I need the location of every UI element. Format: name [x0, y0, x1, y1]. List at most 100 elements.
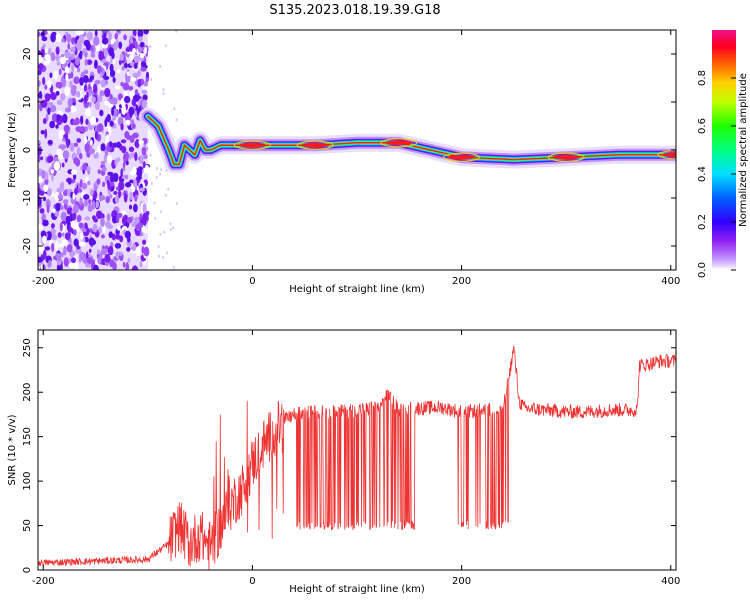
noise-speckle [103, 100, 110, 106]
colorbar-tick-label: 0.0 [697, 262, 708, 278]
noise-speckle [109, 141, 113, 148]
noise-speckle [137, 30, 144, 38]
noise-speckle [50, 52, 56, 62]
noise-speckle [70, 87, 77, 97]
noise-speckle [63, 257, 69, 267]
noise-speckle [57, 232, 62, 238]
noise-speckle [103, 48, 108, 58]
noise-speckle [83, 135, 88, 145]
snr-x-label: Height of straight line (km) [289, 584, 425, 595]
noise-speckle [113, 41, 118, 51]
noise-speckle [55, 124, 59, 129]
noise-speckle [85, 251, 89, 260]
noise-speckle [132, 48, 137, 53]
noise-speckle [93, 218, 99, 223]
noise-speckle [38, 182, 41, 189]
colorbar-tick-label: 0.6 [697, 118, 708, 134]
noise-speckle [126, 216, 133, 224]
noise-speckle [56, 99, 63, 106]
noise-speckle [38, 186, 41, 196]
noise-speckle [149, 153, 152, 157]
noise-speckle [92, 264, 99, 270]
noise-speckle [104, 118, 108, 128]
ridge-hotspot [662, 152, 676, 158]
noise-speckle [61, 162, 65, 168]
colorbar-tick-label: 0.8 [697, 70, 708, 86]
noise-speckle [114, 85, 121, 90]
snr-x-ticks: -200 0 200 400 [32, 330, 680, 587]
noise-speckle [47, 140, 53, 145]
noise-speckle [173, 107, 176, 111]
noise-speckle [97, 123, 104, 132]
noise-speckle [67, 43, 71, 50]
colorbar: 0.0 0.2 0.4 0.6 0.8 Normalized spectral ampl… [697, 30, 749, 278]
spectrogram-y-label: Frequency (Hz) [7, 112, 18, 188]
noise-speckle [136, 175, 142, 181]
noise-speckle [141, 99, 147, 109]
x-tick-label: 0 [249, 276, 255, 287]
noise-speckle [69, 142, 75, 152]
noise-speckle [84, 198, 88, 207]
noise-speckle [42, 77, 46, 86]
noise-speckle [58, 68, 62, 76]
noise-speckle [38, 154, 41, 163]
y-tick-label: 20 [22, 48, 33, 61]
noise-speckle [64, 66, 70, 74]
noise-speckle [41, 36, 48, 42]
noise-speckle [90, 53, 96, 58]
noise-speckle [122, 261, 126, 268]
noise-speckle [40, 99, 48, 108]
noise-speckle [59, 56, 66, 65]
noise-speckle [38, 79, 41, 88]
noise-speckle [88, 148, 95, 155]
noise-speckle [169, 222, 172, 226]
noise-speckle [132, 72, 139, 78]
noise-speckle [47, 101, 54, 107]
noise-speckle [100, 248, 108, 256]
noise-speckle [100, 79, 106, 87]
noise-speckle [41, 170, 46, 179]
noise-speckle [92, 200, 96, 210]
noise-speckle [124, 230, 131, 239]
noise-speckle [83, 74, 89, 84]
noise-speckle [79, 50, 83, 57]
ridge-hotspot [384, 140, 413, 146]
noise-speckle [134, 89, 139, 97]
noise-speckle [50, 169, 55, 174]
noise-speckle [54, 240, 59, 251]
noise-speckle [44, 128, 48, 139]
noise-speckle [99, 90, 105, 97]
y-tick-label: -20 [22, 238, 33, 254]
noise-speckle [115, 234, 121, 240]
noise-speckle [134, 108, 137, 117]
noise-speckle [96, 178, 101, 185]
noise-speckle [97, 144, 101, 154]
x-tick-label: 400 [661, 576, 680, 587]
noise-speckle [117, 225, 120, 231]
colorbar-tick-label: 0.2 [697, 214, 708, 230]
noise-speckle [65, 73, 69, 82]
noise-speckle [97, 43, 101, 52]
noise-speckle [132, 203, 138, 213]
ridge-hotspot-rim [657, 150, 676, 160]
y-tick-label: 150 [22, 427, 33, 446]
noise-speckle [56, 61, 61, 66]
noise-speckle [81, 182, 88, 190]
noise-speckle [47, 187, 52, 197]
noise-speckle [137, 78, 142, 88]
noise-speckle [125, 160, 129, 166]
noise-speckle [42, 249, 47, 259]
noise-speckle [109, 93, 113, 100]
noise-speckle [92, 83, 98, 94]
noise-speckle [73, 76, 80, 84]
noise-speckle [76, 66, 81, 73]
noise-speckle [159, 172, 162, 176]
noise-speckle [162, 92, 165, 96]
snr-panel: -200 0 200 400 0 50 100 150 200 250 Height of st… [7, 329, 680, 595]
noise-speckle [74, 187, 78, 196]
noise-speckle [63, 124, 70, 133]
noise-speckle [91, 96, 96, 103]
noise-speckle [79, 76, 84, 86]
noise-speckle [163, 230, 166, 234]
noise-speckle [162, 255, 165, 259]
